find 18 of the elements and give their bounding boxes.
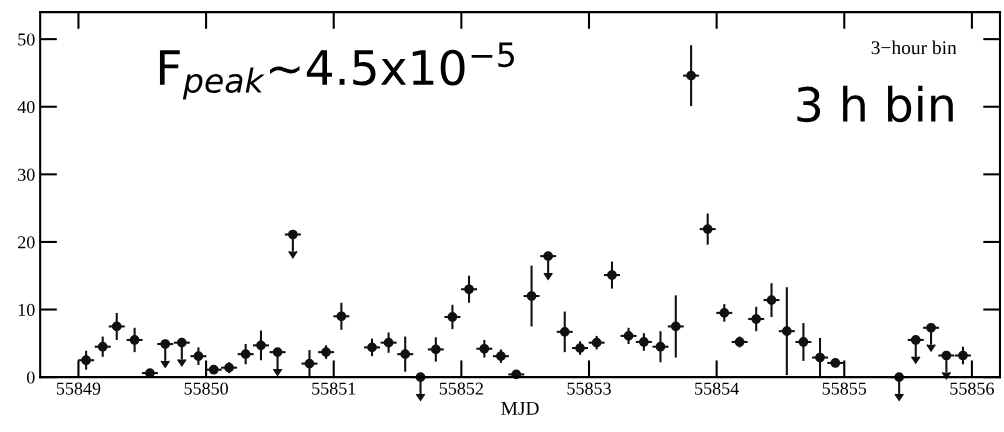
x-tick-label: 55849 [56,382,101,395]
y-tick-label: 50 [18,33,35,46]
y-tick-label: 30 [18,168,35,181]
x-tick-label: 55851 [312,382,356,395]
x-tick-label: 55853 [567,382,611,395]
y-tick-label: 10 [18,303,35,316]
x-tick-label: 55855 [822,382,867,395]
x-axis-title: MJD [501,401,539,415]
y-tick-label: 40 [17,100,35,114]
annotation: 3 h bin [797,85,953,123]
x-tick-label: 55854 [695,382,739,395]
y-tick-label: 0 [26,371,35,384]
x-tick-label: 55856 [950,382,994,395]
annotation: 3−hour bin [871,40,957,55]
y-tick-label: 20 [18,236,35,249]
x-tick-label: 55850 [184,382,228,395]
x-tick-label: 55852 [439,382,483,395]
annotation: F$_{peak}$~4.5x10$^{−5}$ [159,42,514,100]
